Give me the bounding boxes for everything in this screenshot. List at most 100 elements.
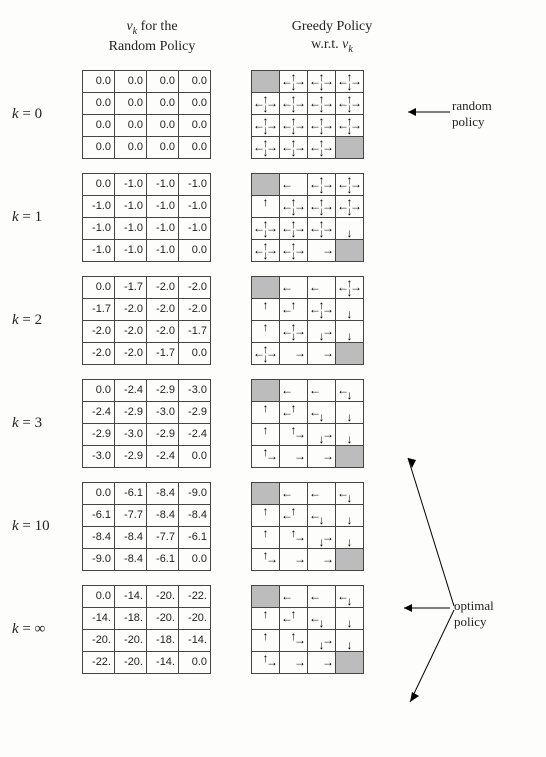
right-arrow-icon: → <box>322 428 334 440</box>
policy-cell: ↓ <box>336 217 364 239</box>
value-cell: 0.0 <box>147 70 179 92</box>
left-arrow-icon: ← <box>309 509 321 521</box>
value-cell: -2.0 <box>147 320 179 342</box>
left-arrow-icon: ← <box>337 119 349 131</box>
policy-cell: ↓→ <box>308 320 336 342</box>
policy-cell: ← <box>280 585 308 607</box>
value-cell: -1.0 <box>147 239 179 261</box>
left-arrow-icon: ← <box>253 141 265 153</box>
policy-cell: ↑ <box>252 526 280 548</box>
policy-cell: ↓ <box>336 504 364 526</box>
left-arrow-icon: ← <box>281 509 293 521</box>
policy-cell: → <box>280 342 308 364</box>
left-arrow-icon: ← <box>253 347 265 359</box>
policy-cell <box>336 651 364 673</box>
optimal-label-2: policy <box>454 614 487 629</box>
policy-cell: → <box>308 651 336 673</box>
right-arrow-icon: → <box>322 553 334 565</box>
value-cell: 0.0 <box>179 342 211 364</box>
left-arrow-icon: ← <box>253 119 265 131</box>
policy-cell: ↓ <box>336 526 364 548</box>
up-arrow-icon: ↑ <box>263 505 269 517</box>
k-label: k = 2 <box>12 312 82 329</box>
policy-cell: ↑ <box>252 504 280 526</box>
value-cell: -14. <box>115 585 147 607</box>
up-arrow-icon: ↑ <box>263 299 269 311</box>
policy-cell: ↑ <box>252 195 280 217</box>
iteration-row: k = 30.0-2.4-2.9-3.0-2.4-2.9-3.0-2.9-2.9… <box>12 379 534 468</box>
policy-cell: ↑← <box>280 401 308 423</box>
left-arrow-icon: ← <box>281 281 293 293</box>
value-cell: -1.7 <box>83 298 115 320</box>
value-cell: 0.0 <box>83 136 115 158</box>
right-arrow-icon: → <box>266 119 278 131</box>
policy-cell: ↓← <box>336 379 364 401</box>
value-cell: -1.0 <box>83 217 115 239</box>
right-arrow-icon: → <box>322 75 334 87</box>
policy-cell: ↑↓←→ <box>336 276 364 298</box>
policy-cell: → <box>280 651 308 673</box>
right-arrow-icon: → <box>294 141 306 153</box>
value-cell: -8.4 <box>179 504 211 526</box>
policy-cell: ← <box>308 276 336 298</box>
left-arrow-icon: ← <box>337 281 349 293</box>
policy-cell: ↑↓←→ <box>308 136 336 158</box>
policy-cell: ↓ <box>336 607 364 629</box>
right-arrow-icon: → <box>294 531 306 543</box>
policy-cell: → <box>308 239 336 261</box>
policy-cell: ↑↓←→ <box>280 92 308 114</box>
value-cell: -3.0 <box>115 423 147 445</box>
value-cell: -22. <box>83 651 115 673</box>
value-cell: 0.0 <box>83 482 115 504</box>
value-cell: -3.0 <box>83 445 115 467</box>
right-arrow-icon: → <box>350 75 362 87</box>
value-cell: 0.0 <box>179 136 211 158</box>
left-arrow-icon: ← <box>281 406 293 418</box>
value-cell: -2.4 <box>83 401 115 423</box>
left-arrow-icon: ← <box>309 281 321 293</box>
random-policy-annotation: random policy <box>452 98 492 129</box>
policy-cell: ↑ <box>252 423 280 445</box>
value-cell: -2.0 <box>147 276 179 298</box>
right-arrow-icon: → <box>294 97 306 109</box>
left-arrow-icon: ← <box>253 244 265 256</box>
value-cell: 0.0 <box>83 92 115 114</box>
up-arrow-icon: ↑ <box>263 608 269 620</box>
optimal-policy-annotation: optimal policy <box>454 598 494 629</box>
iteration-row: k = 10.0-1.0-1.0-1.0-1.0-1.0-1.0-1.0-1.0… <box>12 173 534 262</box>
left-arrow-icon: ← <box>281 303 293 315</box>
policy-column-header: Greedy Policy w.r.t. vk <box>262 18 402 56</box>
policy-cell: ↑↓←→ <box>308 298 336 320</box>
left-arrow-icon: ← <box>281 384 293 396</box>
value-cell: 0.0 <box>115 136 147 158</box>
random-label-2: policy <box>452 114 485 129</box>
value-cell: -6.1 <box>147 548 179 570</box>
policy-cell <box>252 379 280 401</box>
value-cell: -2.4 <box>179 423 211 445</box>
value-cell: -8.4 <box>147 482 179 504</box>
value-cell: -2.9 <box>147 379 179 401</box>
left-arrow-icon: ← <box>337 487 349 499</box>
policy-cell: ↑ <box>252 401 280 423</box>
policy-cell: ↑↓←→ <box>308 195 336 217</box>
policy-cell: ↑↓←→ <box>308 114 336 136</box>
k-label: k = 1 <box>12 209 82 226</box>
right-arrow-icon: → <box>294 200 306 212</box>
policy-cell: ↑↓←→ <box>280 136 308 158</box>
value-cell: 0.0 <box>83 70 115 92</box>
left-arrow-icon: ← <box>253 222 265 234</box>
left-arrow-icon: ← <box>309 75 321 87</box>
value-cell: -1.0 <box>179 217 211 239</box>
value-cell: -2.0 <box>115 298 147 320</box>
policy-cell: ↓← <box>308 504 336 526</box>
value-cell: 0.0 <box>115 70 147 92</box>
value-cell: -2.4 <box>115 379 147 401</box>
right-arrow-icon: → <box>350 178 362 190</box>
value-cell: -14. <box>83 607 115 629</box>
right-arrow-icon: → <box>322 97 334 109</box>
left-arrow-icon: ← <box>309 178 321 190</box>
v-sub2: k <box>348 44 352 55</box>
value-grid: 0.0-1.7-2.0-2.0-1.7-2.0-2.0-2.0-2.0-2.0-… <box>82 276 211 365</box>
policy-cell: ↑← <box>280 298 308 320</box>
value-cell: -14. <box>179 629 211 651</box>
